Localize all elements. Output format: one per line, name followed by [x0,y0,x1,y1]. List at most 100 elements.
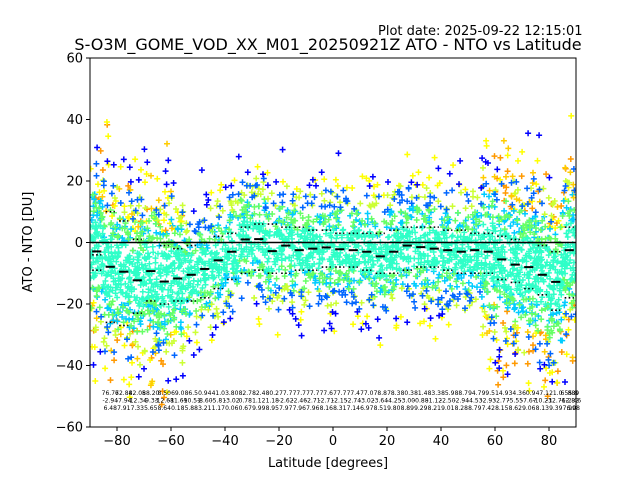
bin-stat-line: 80.3 [401,390,415,397]
bin-stat-line: -9.33 [143,398,159,405]
bin-stat-line: -4.25 [386,398,402,405]
bin-stat-line: 77.7 [293,390,307,397]
scatter-marks [90,130,568,385]
bin-stat-line: 655.8 [561,390,578,397]
bin-stat-line: 88.7 [455,390,469,397]
bin-stat-line: 7.99 [563,405,577,412]
bin-stat-line: -12.82 [560,398,580,405]
scatter-marks [90,112,576,401]
bin-stat-line: 0.67 [239,405,253,412]
bin-stat-line: -2.94 [102,398,118,405]
bin-stat-line: 8.79 [468,405,482,412]
bin-stat-line: 77.6 [320,390,334,397]
bin-stat-line: -7.67 [521,398,537,405]
y-axis-label: ATO - NTO [DU] [21,192,36,293]
bin-stat-line: -12.68 [155,398,175,405]
bin-stat-line: 889 [568,390,580,397]
bin-stat-label: 80.2 1.18 8.95 [266,390,280,412]
bin-stat-line: -7.94 [116,398,132,405]
bin-stat-line: 82.05 [129,390,146,397]
bin-stat-line: 14.9 [495,390,509,397]
bin-stat-label: 60.9 -7.67 9.06 [521,390,537,412]
bin-stat-line: 80.2 [266,390,280,397]
bin-stat-line: 83.3 [428,390,442,397]
bin-stat-line: 34.3 [509,390,523,397]
bin-stat-line: 88.20 [142,390,159,397]
bin-stat-line: 7.42 [482,405,496,412]
bin-stat-line: 3.21 [198,405,212,412]
bin-stat-label: 77.4 -2.74 7.14 [345,390,361,412]
bin-stat-line: 1.12 [252,398,266,405]
bin-stat-line: 9.99 [252,405,266,412]
bin-stat-label: 3.80 -3.02 0.06 [224,390,240,412]
bin-stat-line: 82.7 [239,390,253,397]
y-tick-label: 0 [75,236,83,251]
bin-stat-line: 94.7 [468,390,482,397]
bin-stat-label: 21.0 -12.76 9.39 [546,390,566,412]
bin-stat-line: -2.94 [453,398,469,405]
bin-stat-label: 0.94 -8.60 3.21 [197,390,213,412]
bin-stat-line: -2.93 [480,398,496,405]
bin-stat-line: 0.94 [198,390,212,397]
x-axis: −80 −60 −40 −20 0 20 40 60 80 [103,427,557,449]
bin-stat-line: 1.18 [266,398,280,405]
bin-stat-line: -2.77 [494,398,510,405]
bin-stat-line: -4.53 [467,398,483,405]
bin-stat-label: 47.1 -10.23 8.13 [533,390,553,412]
bin-stat-line: 8.64 [158,405,172,412]
bin-stat-line: 78.8 [374,390,388,397]
bin-stat-line: -2.71 [318,398,334,405]
bin-stat-line: 86.5 [185,390,199,397]
bin-stat-line: -2.15 [332,398,348,405]
bin-stat-label: 85.9 -2.50 9.01 [440,390,456,412]
bin-stat-line: 8.51 [374,405,388,412]
bin-stat-line: 6.48 [104,405,118,412]
bin-stat-line: 8.31 [333,405,347,412]
bin-stat-line: 8.62 [509,405,523,412]
bin-stat-line: 7.33 [131,405,145,412]
x-axis-label: Latitude [degrees] [268,456,388,471]
bin-stat-line: 78.3 [387,390,401,397]
bin-stat-label: 8.50 -12.68 8.64 [155,390,175,412]
bin-stat-label: 82.7 0.78 0.67 [239,390,253,412]
bin-stat-line: -5.55 [507,398,523,405]
bin-stat-label: 34.3 -5.55 8.62 [507,390,523,412]
bin-stat-line: -10.51 [182,398,202,405]
scatter-marks [90,218,576,312]
bin-stat-line: -2.62 [278,398,294,405]
y-tick-label: −60 [56,421,83,436]
bin-stat-line: 99.5 [482,390,496,397]
bin-stat-line: 77.4 [347,390,361,397]
bin-stat-line: -8.60 [197,398,213,405]
bin-stat-line: 8.21 [428,405,442,412]
bin-stat-label: 83.3 -1.12 8.21 [426,390,442,412]
bin-stat-line: -2.74 [345,398,361,405]
bin-stat-label: 76.76 -2.94 6.48 [102,390,119,412]
bin-stat-line: 0.78 [239,398,253,405]
bin-stat-line: 9.80 [387,405,401,412]
bin-stat-label: 88.7 -2.94 8.28 [453,390,469,412]
bin-stat-line: 8.89 [401,405,415,412]
bin-stat-label: 78.3 -4.25 9.80 [386,390,402,412]
y-tick-label: −20 [56,298,83,313]
x-tick-label: 80 [541,434,558,449]
bin-stat-line: 1.17 [212,405,226,412]
bin-stat-label: 78.8 -3.64 8.51 [372,390,388,412]
bin-stat-line: 8.15 [495,405,509,412]
bin-stat-line: 77.7 [306,390,320,397]
x-tick-label: 0 [329,434,337,449]
bin-stat-line: 8.13 [536,405,550,412]
bin-stat-line: 5.88 [185,405,199,412]
bin-stat-label: 88.20 -9.33 5.65 [142,390,159,412]
bin-stat-line: 72.84 [115,390,132,397]
bin-stat-label: 99.5 -2.93 7.42 [480,390,496,412]
bin-stat-line: 82.4 [252,390,266,397]
bin-stat-label: 889 -2.46 6.08 [566,390,582,412]
bin-stat-label: 14.9 -2.77 8.15 [494,390,510,412]
bin-stat-line: 47.1 [536,390,550,397]
bin-stat-line: 9.39 [549,405,563,412]
bin-stat-label: 77.7 -2.62 7.97 [278,390,294,412]
x-tick-label: −40 [211,434,238,449]
x-tick-label: 20 [379,434,396,449]
bin-stat-label: 41.0 -5.81 1.17 [210,390,226,412]
